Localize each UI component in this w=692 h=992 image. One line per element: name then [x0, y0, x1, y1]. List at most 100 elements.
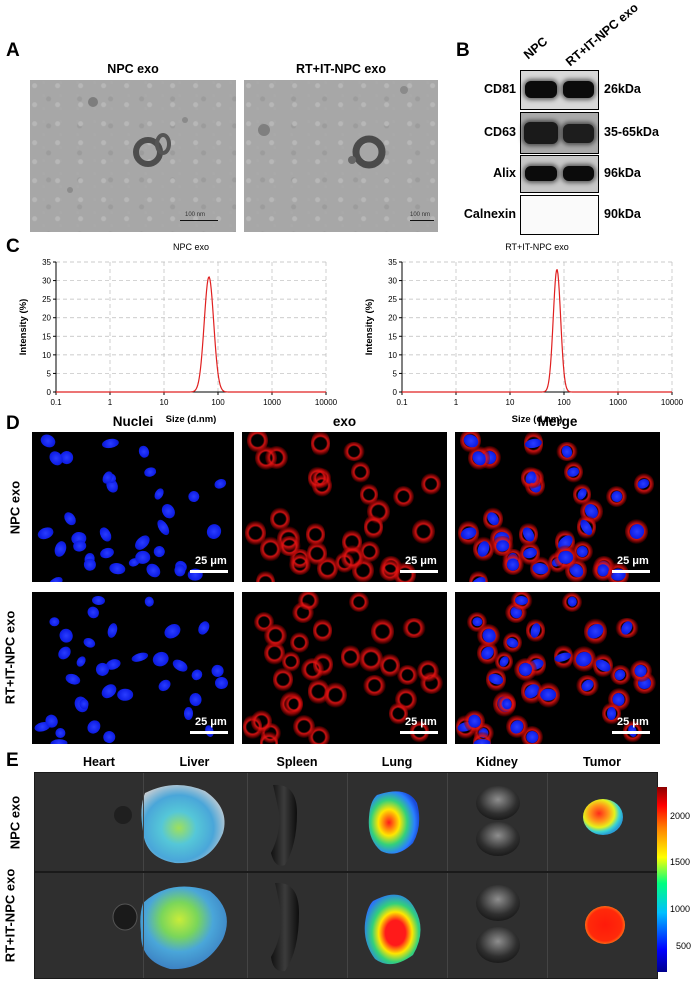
x-tick-label: 10: [506, 398, 515, 407]
organ-label-tumor: Tumor: [583, 755, 621, 769]
merge-nucleus: [597, 564, 609, 577]
nucleus: [100, 728, 118, 744]
nucleus: [155, 517, 172, 537]
tem-scalebar-label-rt: 100 nm: [410, 212, 431, 218]
x-tick-label: 1000: [609, 398, 627, 407]
exo-signal: [392, 485, 414, 507]
colorbar-tick: 1000: [670, 904, 691, 914]
exo-signal: [293, 714, 316, 739]
wb-band: [563, 166, 594, 181]
nucleus: [143, 560, 163, 581]
panel-label-a: A: [6, 40, 20, 61]
wb-blot-cd81: [520, 70, 599, 110]
exo-signal: [324, 681, 347, 708]
nucleus: [204, 522, 223, 542]
ivis-image-rt: [34, 872, 658, 979]
exo-signal: [245, 519, 266, 547]
fluor-image-merge-rt: [455, 592, 660, 744]
y-tick-label: 0: [393, 388, 398, 397]
panel-label-e: E: [6, 750, 19, 771]
wb-band: [563, 124, 594, 143]
nucleus: [196, 619, 212, 637]
y-tick-label: 25: [42, 295, 51, 304]
tem-scalebar-npc: [180, 220, 218, 221]
fluor-scalebar: [190, 570, 228, 573]
y-tick-label: 10: [388, 351, 397, 360]
nucleus: [132, 532, 152, 552]
x-tick-label: 0.1: [50, 398, 62, 407]
fluor-image-exo-npc: [242, 432, 447, 582]
fluor-scalebar: [612, 731, 650, 734]
y-tick-label: 25: [388, 295, 397, 304]
nucleus: [62, 510, 79, 528]
y-tick-label: 10: [42, 351, 51, 360]
nucleus: [64, 672, 82, 687]
nucleus: [50, 739, 68, 744]
nucleus: [109, 561, 127, 576]
y-tick-label: 30: [42, 277, 51, 286]
y-tick-label: 0: [47, 388, 52, 397]
dls-chart-npc: NPC exo 0 5 10 15 20 25 30 35 0.1 1 10 100 1000 10000 S…: [18, 242, 338, 425]
wb-lane-label-npc: NPC: [521, 34, 551, 62]
exo-signal: [348, 592, 370, 612]
nucleus: [72, 539, 88, 553]
exo-signal: [250, 710, 273, 733]
exo-signal: [246, 432, 269, 454]
nucleus: [214, 676, 229, 690]
nucleus: [190, 667, 205, 682]
wb-row-label-alix: Alix: [493, 166, 516, 180]
nucleus: [84, 604, 102, 622]
nucleus: [151, 649, 172, 669]
chart-title: RT+IT-NPC exo: [505, 242, 569, 252]
x-tick-label: 10000: [315, 398, 338, 407]
colorbar: [657, 787, 667, 972]
x-axis-label: Size (d.nm): [166, 414, 217, 425]
organ-label-lung: Lung: [381, 755, 413, 769]
ivis-image-npc: [34, 772, 658, 872]
exo-signal: [379, 652, 401, 679]
panel-label-b: B: [456, 40, 470, 61]
nucleus: [185, 488, 201, 504]
fluor-scale-label: 25 μm: [405, 555, 437, 567]
wb-lane-label-rt: RT+IT-NPC exo: [563, 0, 641, 70]
x-tick-label: 1: [454, 398, 459, 407]
exo-signal: [305, 521, 326, 547]
nucleus: [92, 595, 106, 606]
exo-signal: [300, 658, 324, 681]
tem-title-rt: RT+IT-NPC exo: [296, 62, 386, 76]
wb-blot-alix: [520, 155, 599, 193]
y-tick-label: 35: [388, 258, 397, 267]
exo-signal: [307, 678, 330, 705]
nucleus: [189, 692, 203, 707]
tem-title-npc: NPC exo: [107, 62, 159, 76]
nucleus: [85, 717, 104, 736]
wb-blot-cd63: [520, 112, 599, 154]
fluor-scale-label: 25 μm: [195, 716, 227, 728]
exo-signal: [359, 540, 380, 562]
nucleus: [98, 681, 119, 702]
nucleus: [55, 727, 66, 739]
tem-image-rt: 100 nm: [244, 80, 438, 232]
colorbar-tick: 2000: [670, 811, 691, 821]
fluor-scalebar: [400, 570, 438, 573]
exo-signal: [288, 553, 312, 576]
x-tick-label: 0.1: [396, 398, 408, 407]
x-tick-label: 1: [108, 398, 113, 407]
x-tick-label: 10000: [661, 398, 684, 407]
x-tick-label: 1000: [263, 398, 281, 407]
exo-signal: [340, 544, 365, 570]
nucleus: [48, 617, 60, 627]
wb-kda-cd81: 26kDa: [604, 82, 641, 96]
nucleus: [184, 706, 193, 720]
wb-kda-calnexin: 90kDa: [604, 207, 641, 221]
colorbar-tick: 500: [676, 941, 692, 951]
organ-label-liver: Liver: [179, 755, 210, 769]
fluor-scale-label: 25 μm: [405, 716, 437, 728]
exo-signal: [307, 541, 328, 566]
exo-signal: [308, 466, 328, 490]
nucleus: [137, 444, 151, 459]
nucleus: [134, 549, 151, 565]
exo-signal: [389, 702, 408, 725]
exo-signal: [421, 473, 441, 495]
exo-signal: [263, 623, 288, 648]
